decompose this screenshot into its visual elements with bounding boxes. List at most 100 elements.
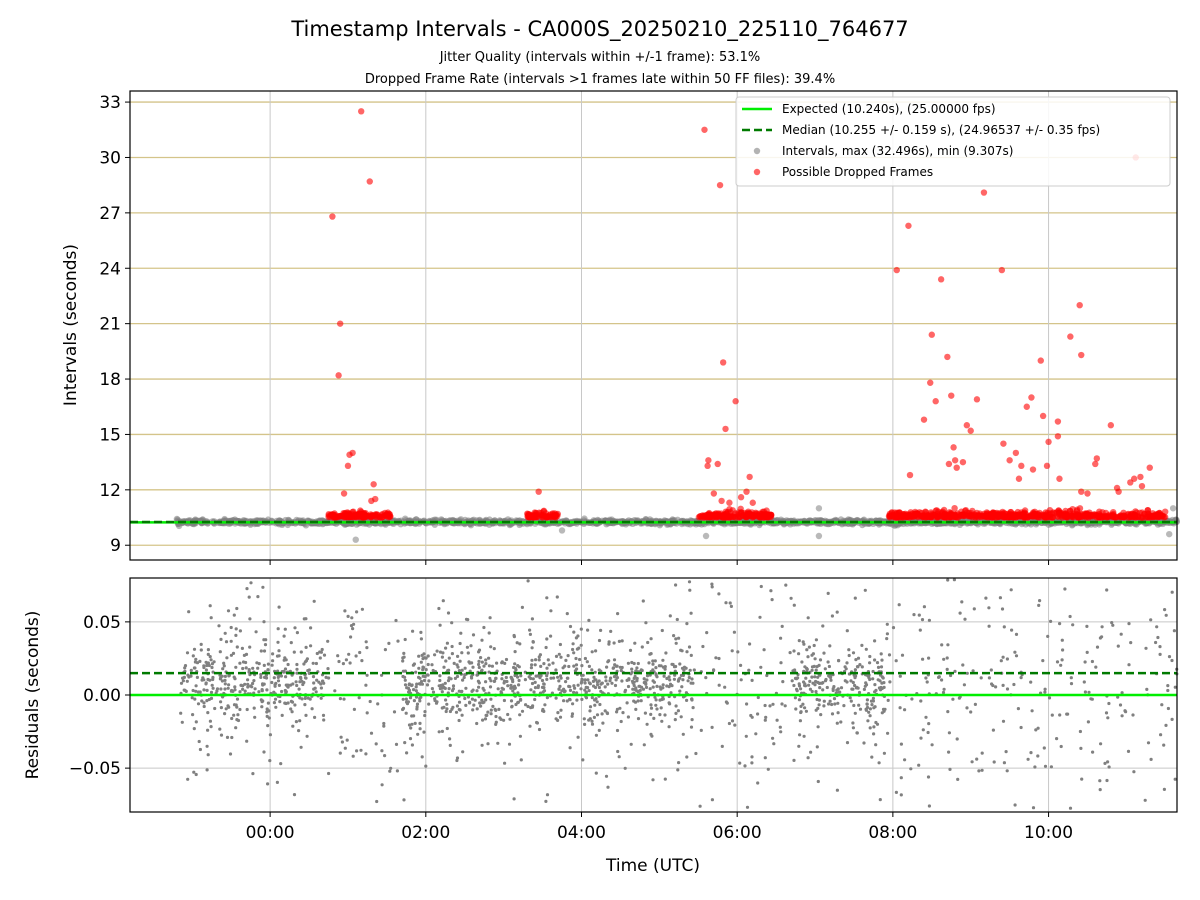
residual-point: [946, 643, 950, 647]
residual-point: [545, 677, 549, 682]
residual-point: [835, 610, 839, 614]
residual-point: [338, 697, 342, 701]
residual-point: [851, 651, 856, 655]
residual-point: [621, 711, 625, 715]
residual-point: [586, 628, 590, 632]
dropped-frame-point: [1142, 514, 1150, 521]
dropped-frame-point: [935, 513, 942, 521]
residual-point: [927, 722, 931, 726]
dropped-frame-point: [965, 509, 973, 517]
residual-point: [781, 680, 785, 684]
dropped-frame-point: [1028, 394, 1035, 401]
residual-point: [526, 579, 530, 583]
residual-point: [594, 697, 598, 701]
residual-point: [1058, 713, 1062, 717]
residual-point: [445, 707, 449, 711]
residual-point: [534, 658, 538, 662]
residual-point: [445, 641, 449, 645]
residual-point: [1041, 659, 1045, 663]
residual-point: [860, 665, 864, 669]
residual-point: [819, 713, 823, 717]
residual-point: [640, 645, 644, 649]
residual-point: [503, 761, 507, 765]
residual-point: [710, 585, 714, 589]
residual-point: [658, 713, 662, 717]
residual-point: [1061, 648, 1065, 652]
residual-point: [795, 687, 799, 692]
residual-point: [816, 725, 820, 729]
dropped-frame-point: [937, 276, 945, 283]
dropped-frame-point: [1146, 464, 1153, 471]
residual-point: [1089, 697, 1093, 701]
residual-point: [424, 668, 428, 672]
residual-point: [942, 657, 946, 661]
residual-point: [590, 650, 594, 654]
residual-point: [987, 676, 992, 680]
residual-point: [469, 644, 473, 648]
residual-point: [477, 685, 481, 689]
residual-point: [576, 683, 580, 687]
residual-point: [1049, 765, 1053, 769]
dropped-frame-point: [1078, 351, 1085, 359]
residual-point: [256, 666, 260, 670]
residual-point: [681, 732, 685, 736]
residual-point: [671, 662, 675, 667]
residual-point: [687, 580, 692, 584]
residual-point: [630, 670, 634, 674]
residual-point: [208, 604, 212, 608]
residual-point: [575, 647, 580, 651]
residual-point: [1046, 634, 1050, 639]
residual-point: [189, 674, 193, 678]
residual-point: [674, 664, 678, 669]
residual-point: [244, 660, 248, 665]
residual-point: [419, 637, 423, 641]
residual-point: [201, 676, 205, 680]
residual-point: [828, 699, 832, 703]
residual-point: [750, 755, 754, 759]
residual-point: [219, 637, 223, 642]
residual-point: [1042, 746, 1046, 750]
dropped-frame-point: [366, 513, 373, 520]
residual-point: [516, 701, 520, 705]
dropped-frame-point: [953, 464, 960, 471]
residual-point: [253, 687, 257, 691]
residual-point: [821, 624, 825, 628]
residual-point: [301, 682, 305, 687]
residual-point: [723, 685, 727, 689]
residual-point: [181, 679, 185, 683]
residual-point: [445, 702, 449, 706]
residual-point: [764, 715, 768, 720]
residual-point: [545, 596, 549, 600]
dropped-frame-point: [746, 473, 753, 481]
residual-point: [593, 670, 597, 674]
residual-point: [1060, 638, 1064, 642]
residual-point: [530, 663, 534, 667]
residual-point: [564, 680, 568, 684]
residual-point: [903, 758, 907, 762]
residual-point: [652, 716, 656, 721]
residual-point: [963, 617, 967, 621]
residual-point: [1173, 777, 1177, 781]
residual-point: [868, 707, 873, 711]
residual-point: [304, 676, 308, 680]
residual-point: [571, 647, 575, 652]
residual-point: [654, 698, 658, 702]
residual-point: [564, 658, 568, 663]
residual-point: [561, 666, 565, 670]
residual-point: [717, 683, 721, 687]
residual-point: [546, 658, 550, 662]
dropped-frame-point: [370, 481, 377, 488]
residual-point: [558, 715, 563, 719]
residual-point: [888, 680, 892, 684]
residual-point: [1170, 590, 1174, 594]
residual-point: [351, 627, 355, 631]
residual-point: [206, 711, 210, 715]
residual-point: [394, 618, 398, 623]
residual-point: [843, 679, 847, 683]
residual-point: [867, 676, 871, 680]
residual-point: [211, 677, 215, 682]
residual-point: [612, 658, 617, 662]
residual-point: [374, 742, 378, 746]
residual-point: [955, 737, 959, 741]
residual-point: [886, 731, 890, 735]
